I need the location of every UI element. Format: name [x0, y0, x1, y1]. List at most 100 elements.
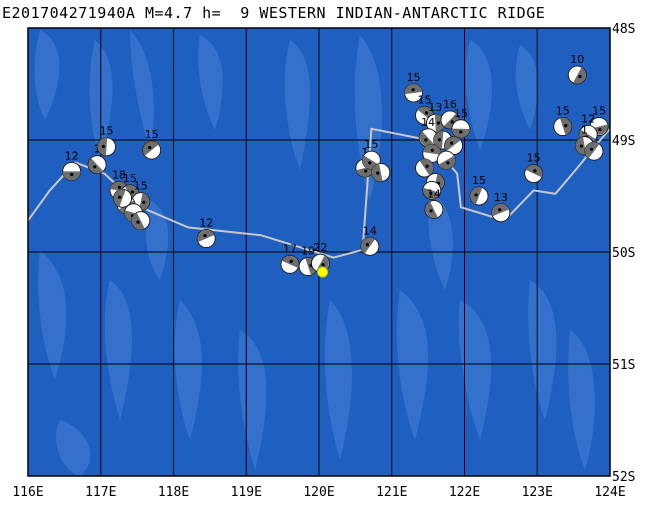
lon-tick-label: 117E — [85, 485, 116, 500]
focal-mechanism-icon — [491, 203, 511, 223]
event-depth-label: 16 — [443, 98, 457, 111]
event-depth-label: 15 — [407, 71, 421, 84]
event-depth-label: 15 — [417, 93, 431, 106]
relief-patch — [515, 45, 539, 130]
relief-patch — [130, 30, 154, 150]
magnitude: M=4.7 — [144, 4, 193, 22]
event-depth-label: 15 — [472, 174, 486, 187]
lon-tick-label: 119E — [231, 485, 262, 500]
latitude-tick-labels: 48S 49S 50S 51S 52S — [612, 22, 635, 485]
relief-patch — [56, 420, 91, 476]
lon-tick-label: 120E — [303, 485, 334, 500]
relief-patch — [34, 30, 60, 120]
current-event-marker — [317, 266, 329, 278]
event-depth-label: 15 — [134, 180, 148, 193]
focal-mechanism-icon — [97, 137, 117, 157]
relief-patch — [238, 330, 267, 470]
relief-patch — [458, 300, 492, 440]
event-depth-label: 1 — [581, 124, 588, 137]
event-depth-label: 15 — [592, 105, 606, 118]
event-depth-label: 12 — [581, 112, 595, 125]
event-depth-label: 12 — [199, 217, 213, 230]
focal-mechanism-icon — [414, 158, 434, 178]
event-depth-label: 17 — [283, 242, 297, 255]
event-depth-label: 13 — [494, 191, 508, 204]
depth-value: 9 — [240, 4, 250, 22]
relief-patch — [528, 280, 557, 420]
event-depth-label: 12 — [65, 149, 79, 162]
relief-patch — [104, 280, 132, 420]
lon-tick-label: 123E — [522, 485, 553, 500]
relief-patch — [198, 35, 223, 130]
lat-tick-label: 51S — [612, 358, 635, 373]
event-depth-label: 15 — [556, 105, 570, 118]
focal-mechanism-icon — [196, 229, 216, 249]
event-depth-label: 15 — [123, 172, 137, 185]
event-depth-label: 15 — [527, 152, 541, 165]
focal-mechanism-icon — [444, 136, 464, 156]
lon-tick-label: 116E — [12, 485, 43, 500]
event-depth-label: 22 — [313, 241, 327, 254]
depth-label: h= — [202, 4, 222, 22]
focal-mechanism-icon — [62, 161, 82, 181]
event-depth-label: 15 — [364, 138, 378, 151]
event-depth-label: 14 — [427, 187, 441, 200]
focal-mechanism-icon — [131, 211, 151, 231]
focal-mechanism-icon — [422, 143, 442, 163]
focal-mechanism-icon — [567, 65, 587, 85]
focal-mechanism-icon — [451, 119, 471, 139]
relief-patch — [284, 40, 310, 170]
focal-mechanism-icon — [87, 155, 107, 175]
lon-tick-label: 122E — [449, 485, 480, 500]
lat-tick-label: 52S — [612, 470, 635, 485]
focal-mechanism-icon — [424, 199, 444, 219]
focal-mechanism-icon — [469, 186, 489, 206]
focal-mechanism-icon — [371, 162, 391, 182]
event-depth-label: 18 — [112, 168, 126, 181]
longitude-tick-labels: 116E 117E 118E 119E 120E 121E 122E 123E 124E — [12, 485, 625, 500]
focal-mechanism-icon — [553, 117, 573, 137]
focal-mechanism-icon — [584, 141, 604, 161]
ridge-line — [27, 127, 611, 259]
focal-mechanism-icon — [404, 83, 424, 103]
relief-patch — [465, 40, 492, 150]
lon-tick-label: 121E — [376, 485, 407, 500]
event-depth-label: 14 — [363, 224, 377, 237]
event-depth-label: 19 — [301, 245, 315, 258]
relief-patch — [145, 200, 169, 280]
focal-mechanism-icon — [280, 254, 300, 274]
focal-mechanism-icon — [142, 140, 162, 160]
event-depth-label: 14 — [421, 116, 435, 129]
event-depth-label: 10 — [570, 53, 584, 66]
lat-tick-label: 49S — [612, 134, 635, 149]
lon-tick-label: 118E — [158, 485, 189, 500]
focal-mechanism-icon — [422, 180, 442, 200]
focal-mechanism-icon — [360, 236, 380, 256]
lat-tick-label: 48S — [612, 22, 635, 37]
bathymetry-relief — [34, 30, 595, 476]
focal-mechanism-icon — [418, 128, 438, 148]
map-frame — [27, 27, 611, 477]
focal-mechanism-icon — [524, 164, 544, 184]
relief-patch — [38, 250, 67, 380]
region-name: WESTERN INDIAN-ANTARCTIC RIDGE — [259, 4, 546, 22]
coordinate-grid — [28, 28, 610, 476]
event-depth-label: 1 — [361, 146, 368, 159]
event-depth-label: 15 — [454, 107, 468, 120]
event-depth-label: 1 — [94, 143, 101, 156]
relief-patch — [174, 300, 202, 440]
event-depth-label: 15 — [145, 128, 159, 141]
relief-patch — [568, 330, 595, 470]
lon-tick-label: 124E — [594, 485, 625, 500]
lat-tick-label: 50S — [612, 246, 635, 261]
event-title: E201704271940A M=4.7 h= 9 WESTERN INDIAN… — [2, 4, 545, 22]
event-depth-label: 15 — [100, 125, 114, 138]
event-id: E201704271940A — [2, 4, 136, 22]
focal-mechanism-icon — [436, 150, 456, 170]
focal-mechanism-icon — [113, 188, 133, 208]
event-depth-label: 13 — [428, 101, 442, 114]
relief-patch — [396, 290, 429, 440]
relief-patch — [324, 300, 352, 460]
